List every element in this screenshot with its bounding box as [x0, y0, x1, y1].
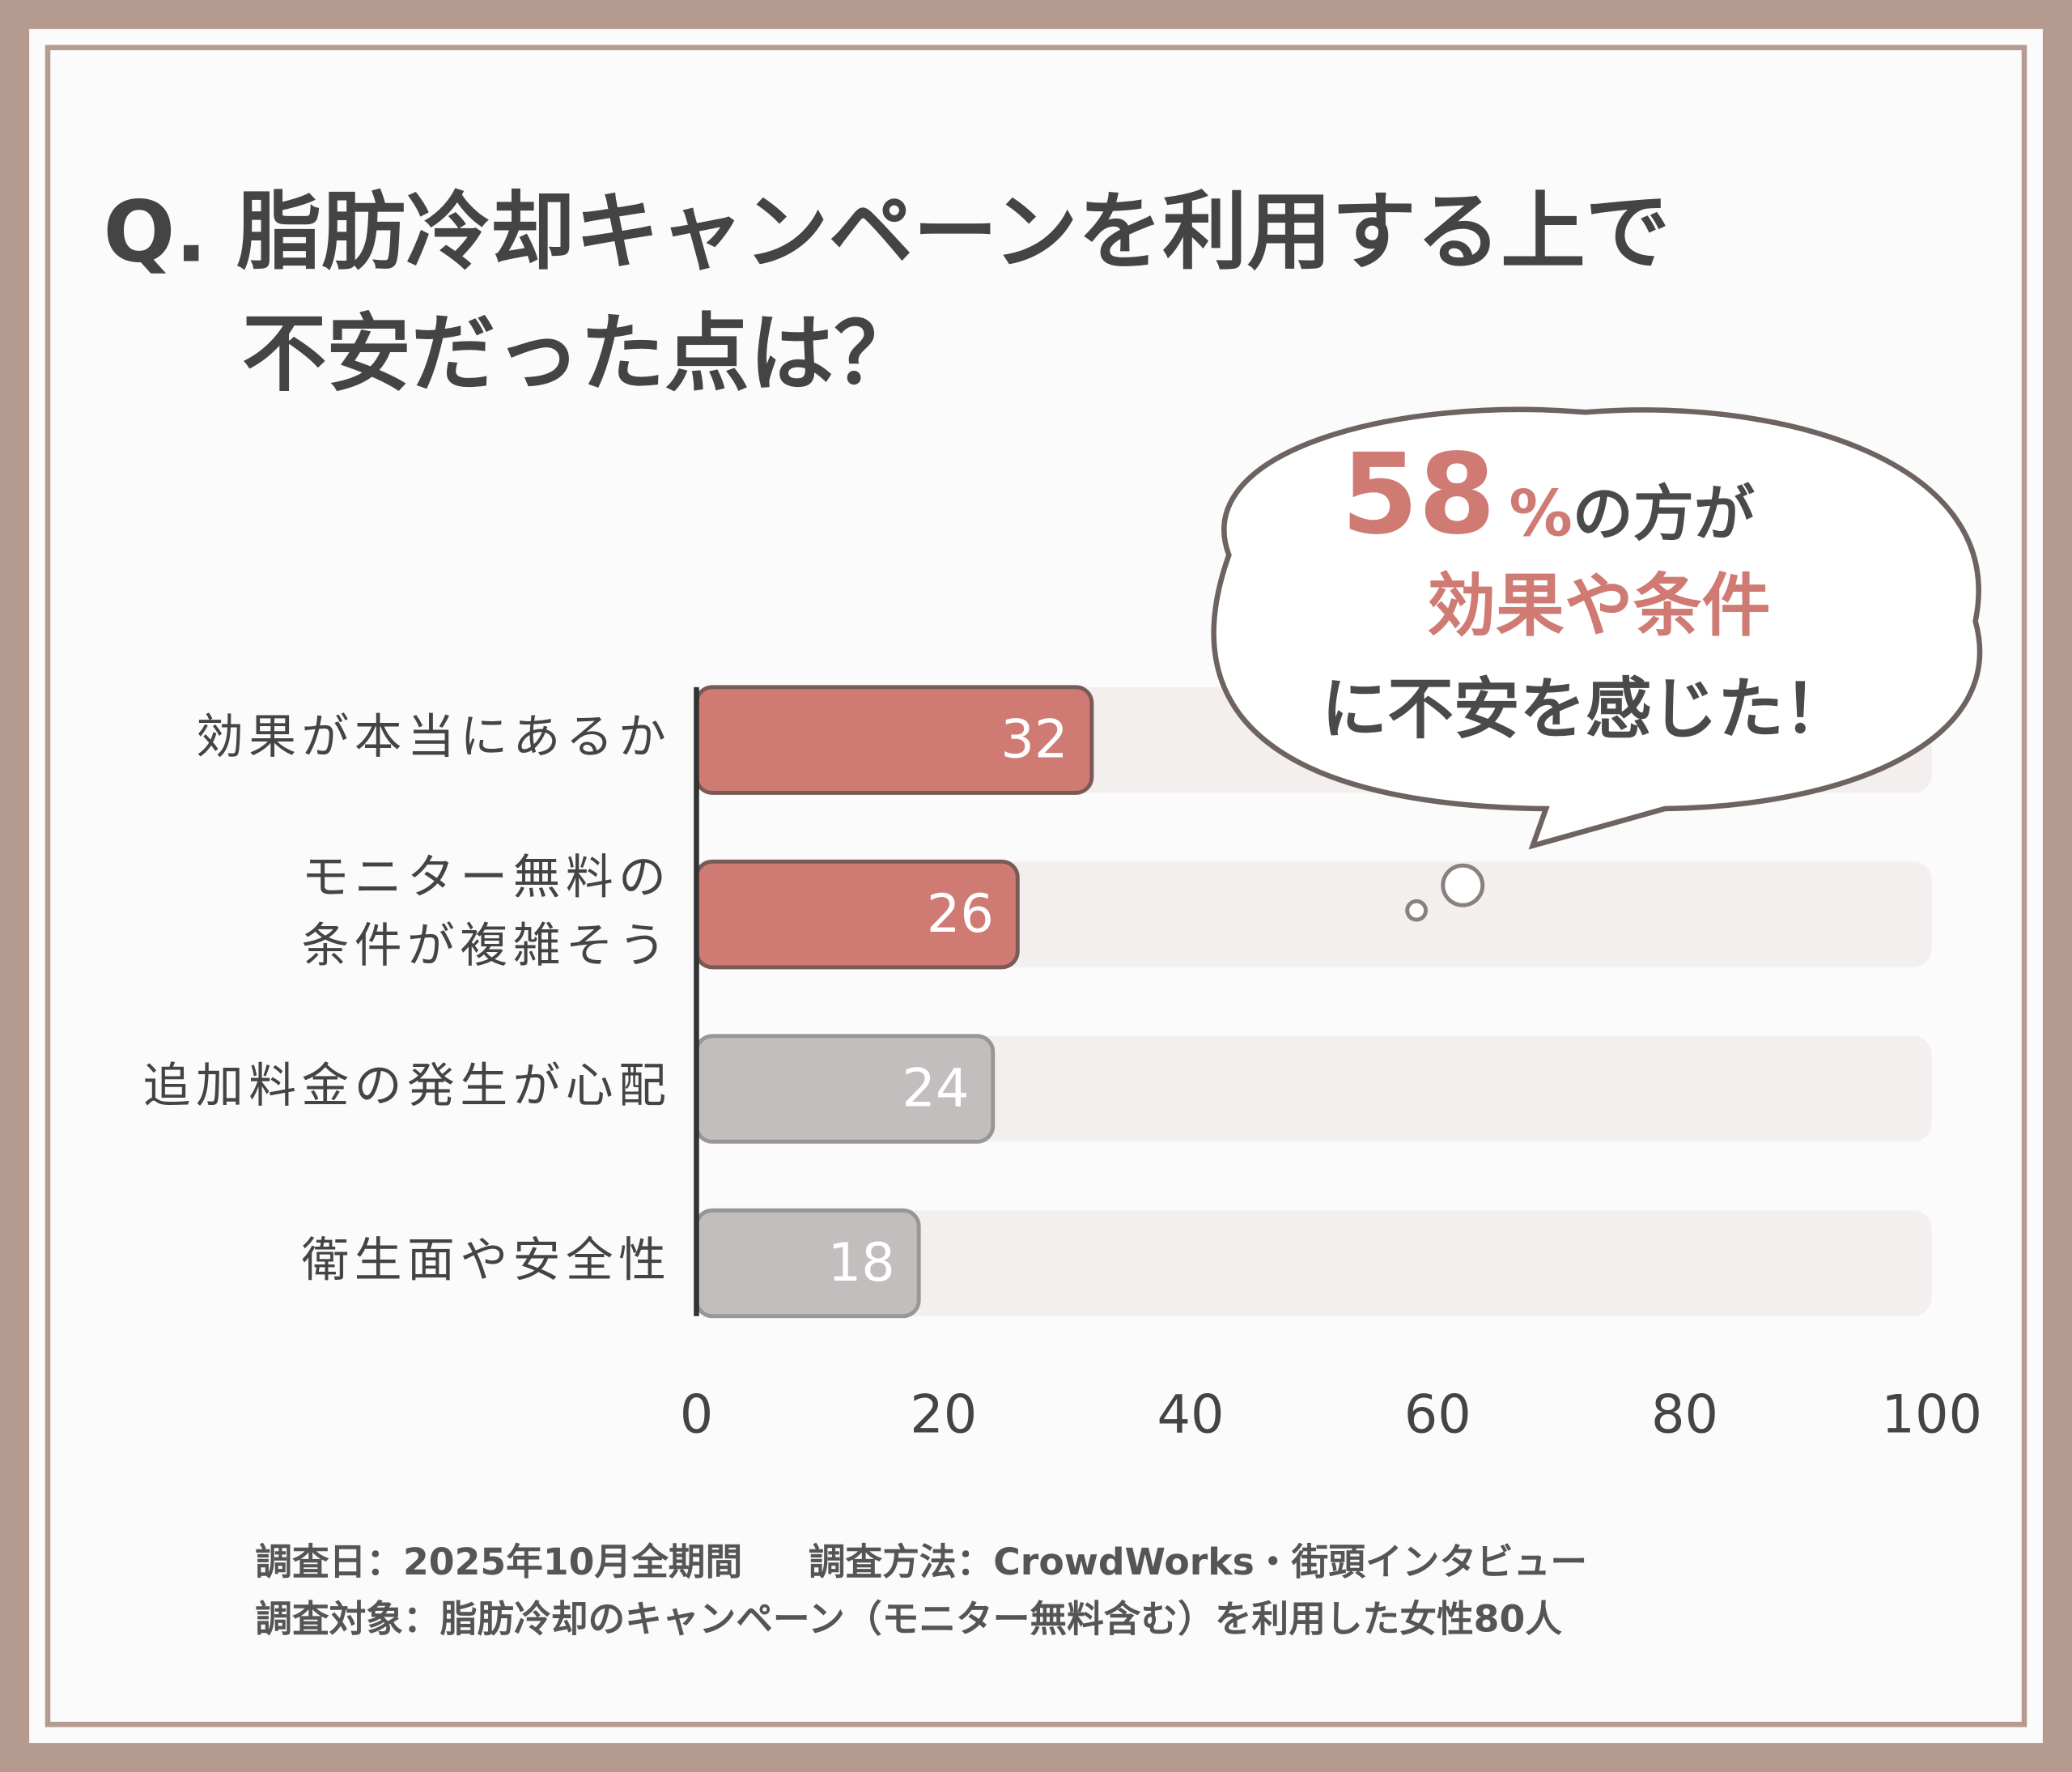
callout-unit: % [1509, 477, 1573, 550]
x-tick-label: 0 [680, 1384, 714, 1446]
y-tick-label: 追加料金の発生が心配 [143, 1057, 672, 1113]
x-tick-label: 100 [1881, 1384, 1982, 1446]
callout-text: に不安を感じた！ [1322, 671, 1850, 748]
value-label: 18 [828, 1232, 895, 1294]
speech-bubble [1211, 406, 1983, 850]
callout-text: 効果や条件 [1427, 567, 1770, 647]
callout: 58 % の方が 効果や条件 に不安を感じた！ [1211, 406, 1983, 922]
value-label: 32 [1000, 708, 1068, 770]
x-tick-label: 40 [1157, 1384, 1224, 1446]
value-label: 24 [902, 1057, 969, 1119]
callout-number: 58 [1341, 431, 1496, 559]
value-label: 26 [927, 883, 994, 945]
bar-track [696, 1210, 1932, 1316]
x-tick-label: 20 [910, 1384, 977, 1446]
bubble-dot [1405, 899, 1428, 922]
bubble-dot [1441, 863, 1485, 907]
footnote: 調査対象：脂肪冷却のキャンペーン（モニター無料含む）を利用した女性80人 [255, 1597, 1562, 1640]
y-tick-label: 効果が本当にあるか [196, 708, 672, 764]
footnote: 調査方法：CrowdWorks・街頭インタビュー [809, 1540, 1587, 1583]
callout-text: の方が [1573, 478, 1755, 549]
chart-title: 不安だった点は？ [242, 304, 919, 403]
footnote: 調査日：2025年10月全期間 [255, 1540, 742, 1583]
chart-title: Q. 脂肪冷却キャンペーンを利用する上で [104, 183, 1671, 282]
x-tick-label: 60 [1404, 1384, 1471, 1446]
y-tick-label: 衛生面や安全性 [301, 1232, 671, 1288]
y-tick-label: 条件が複雑そう [301, 917, 671, 973]
y-tick-label: モニター無料の [301, 848, 671, 904]
x-tick-label: 80 [1651, 1384, 1718, 1446]
inner-border [45, 45, 2027, 1727]
bar-track [696, 1035, 1932, 1142]
